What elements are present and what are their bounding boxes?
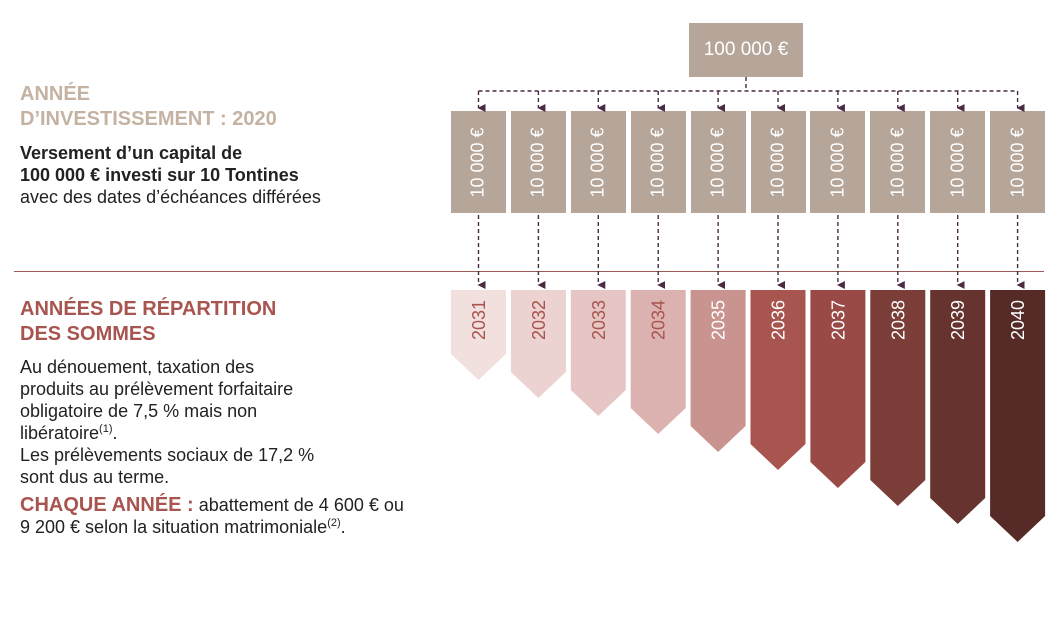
year-arrow-2036: [750, 290, 806, 470]
year-label-2035: 2035: [709, 300, 729, 340]
distribution-heading-line2: DES SOMMES: [20, 323, 156, 345]
year-arrow-2037: [810, 290, 866, 488]
year-label-2036: 2036: [769, 300, 789, 340]
year-arrow-2034: [630, 290, 686, 434]
section-divider: [14, 271, 1044, 272]
year-arrow-2038: [870, 290, 926, 506]
yearly-text2: 9 200 € selon la situation matrimoniale: [20, 517, 328, 537]
investment-desc-line2: 100 000 € investi sur 10 Tontines: [20, 165, 299, 185]
distribution-heading: ANNÉES DE RÉPARTITION DES SOMMES: [20, 297, 404, 347]
yearly-end: .: [340, 517, 346, 537]
distribution-heading-line1: ANNÉES DE RÉPARTITION: [20, 298, 277, 320]
p1-line1: Au dénouement, taxation des: [20, 357, 255, 377]
year-arrow-2040: [990, 290, 1046, 542]
year-arrow-2035: [690, 290, 746, 452]
p1-line3: obligatoire de 7,5 % mais non: [20, 401, 258, 421]
tranche-box-2031: 10 000 €: [451, 111, 506, 213]
total-amount-box: 100 000 €: [689, 23, 803, 77]
year-label-2039: 2039: [948, 300, 968, 340]
year-label-2031: 2031: [469, 300, 489, 340]
tranche-box-2036: 10 000 €: [750, 111, 806, 213]
p1-end: .: [112, 423, 118, 443]
investment-desc-line1: Versement d’un capital de: [20, 143, 243, 163]
year-label-2038: 2038: [888, 300, 908, 340]
year-label-2034: 2034: [649, 300, 669, 340]
yearly-label: CHAQUE ANNÉE :: [20, 494, 194, 516]
tranche-box-2032: 10 000 €: [510, 111, 566, 213]
year-arrow-2031: [451, 290, 506, 380]
investment-desc-line3: avec des dates d’échéances différées: [20, 187, 321, 207]
yearly-allowance: CHAQUE ANNÉE : abattement de 4 600 € ou …: [20, 494, 404, 538]
p1-line2: produits au prélèvement forfaitaire: [20, 379, 294, 399]
investment-heading-line2: D’INVESTISSEMENT : 2020: [20, 108, 277, 130]
year-label-2040: 2040: [1008, 300, 1028, 340]
tranche-box-2039: 10 000 €: [930, 111, 986, 213]
year-label-2033: 2033: [589, 300, 609, 340]
tranche-box-2034: 10 000 €: [630, 111, 686, 213]
p2-line1: Les prélèvements sociaux de 17,2 %: [20, 445, 315, 465]
investment-description: Versement d’un capital de 100 000 € inve…: [20, 142, 321, 208]
year-label-2032: 2032: [529, 300, 549, 340]
p2-line2: sont dus au terme.: [20, 467, 170, 487]
footnote-ref-2: (2): [327, 517, 341, 529]
tranche-box-2038: 10 000 €: [870, 111, 926, 213]
year-arrow-2039: [930, 290, 986, 524]
year-arrow-2032: [510, 290, 566, 398]
year-label-2037: 2037: [828, 300, 848, 340]
p1-line4: libératoire: [20, 423, 100, 443]
tranche-box-2035: 10 000 €: [690, 111, 746, 213]
tranche-box-2033: 10 000 €: [570, 111, 626, 213]
investment-heading-line1: ANNÉE: [20, 83, 91, 105]
distribution-section: ANNÉES DE RÉPARTITION DES SOMMES Au déno…: [20, 297, 404, 538]
yearly-text1: abattement de 4 600 € ou: [193, 495, 404, 515]
tranche-box-2037: 10 000 €: [810, 111, 866, 213]
tranche-box-2040: 10 000 €: [990, 111, 1046, 213]
distribution-paragraph-1: Au dénouement, taxation des produits au …: [20, 356, 404, 488]
footnote-ref-1: (1): [99, 423, 113, 435]
investment-heading: ANNÉE D’INVESTISSEMENT : 2020: [20, 82, 321, 132]
investment-section: ANNÉE D’INVESTISSEMENT : 2020 Versement …: [20, 82, 321, 208]
year-arrow-2033: [570, 290, 626, 416]
